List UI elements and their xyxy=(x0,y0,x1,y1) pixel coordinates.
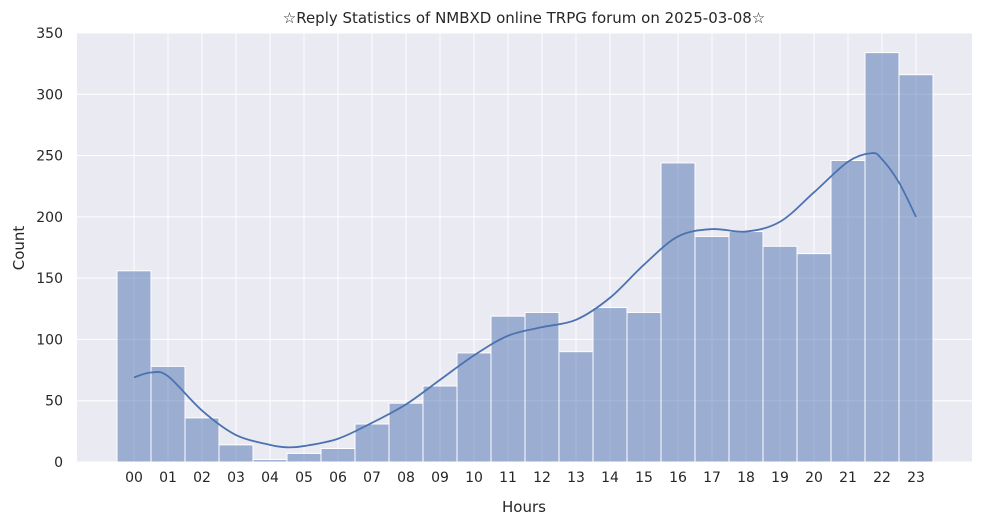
x-tick-label: 22 xyxy=(873,470,891,486)
x-tick-label: 02 xyxy=(193,470,211,486)
x-tick-label: 10 xyxy=(465,470,483,486)
x-tick-label: 15 xyxy=(635,470,653,486)
bar-hour-03 xyxy=(218,444,254,463)
x-tick-label: 04 xyxy=(261,470,279,486)
x-tick-label: 16 xyxy=(669,470,687,486)
x-axis-label: Hours xyxy=(502,498,546,516)
x-tick-label: 06 xyxy=(329,470,347,486)
y-tick-label: 100 xyxy=(36,332,63,348)
kde-line xyxy=(133,152,917,449)
x-tick-label: 23 xyxy=(907,470,925,486)
y-tick-label: 350 xyxy=(36,26,63,42)
y-tick-label: 200 xyxy=(36,210,63,226)
bar-hour-05 xyxy=(286,452,322,463)
x-tick-label: 20 xyxy=(805,470,823,486)
y-tick-label: 150 xyxy=(36,271,63,287)
y-tick-label: 50 xyxy=(45,394,63,410)
bar-hour-14 xyxy=(592,307,628,463)
x-tick-label: 07 xyxy=(363,470,381,486)
bar-hour-12 xyxy=(524,311,560,463)
bar-hour-16 xyxy=(660,162,696,463)
bar-hour-13 xyxy=(558,351,594,463)
x-tick-label: 13 xyxy=(567,470,585,486)
bar-hour-22 xyxy=(864,52,900,463)
x-tick-label: 03 xyxy=(227,470,245,486)
x-tick-label: 08 xyxy=(397,470,415,486)
y-tick-label: 250 xyxy=(36,149,63,165)
x-tick-label: 21 xyxy=(839,470,857,486)
bar-hour-19 xyxy=(762,245,798,463)
bar-hour-07 xyxy=(354,423,390,463)
chart-title: ☆Reply Statistics of NMBXD online TRPG f… xyxy=(283,9,766,27)
y-tick-label: 0 xyxy=(54,455,63,471)
bar-hour-15 xyxy=(626,311,662,463)
y-axis-label: Count xyxy=(10,226,28,271)
x-tick-label: 12 xyxy=(533,470,551,486)
bar-hour-09 xyxy=(422,385,458,463)
x-tick-label: 05 xyxy=(295,470,313,486)
x-tick-label: 09 xyxy=(431,470,449,486)
x-tick-label: 17 xyxy=(703,470,721,486)
x-tick-label: 01 xyxy=(159,470,177,486)
x-tick-label: 14 xyxy=(601,470,619,486)
bar-hour-08 xyxy=(388,402,424,463)
bar-hour-11 xyxy=(490,315,526,463)
bar-hour-21 xyxy=(830,159,866,463)
bar-hour-04 xyxy=(252,459,288,463)
bar-hour-20 xyxy=(796,253,832,463)
bar-hour-01 xyxy=(150,365,186,463)
bar-hour-17 xyxy=(694,235,730,463)
bar-hour-00 xyxy=(116,270,152,463)
x-tick-label: 19 xyxy=(771,470,789,486)
x-tick-label: 18 xyxy=(737,470,755,486)
bar-hour-02 xyxy=(184,417,220,463)
x-tick-label: 00 xyxy=(125,470,143,486)
x-tick-label: 11 xyxy=(499,470,517,486)
bar-hour-18 xyxy=(728,231,764,463)
bar-hour-10 xyxy=(456,352,492,463)
bar-hour-23 xyxy=(898,74,934,463)
y-tick-label: 300 xyxy=(36,87,63,103)
bar-hour-06 xyxy=(320,448,356,463)
